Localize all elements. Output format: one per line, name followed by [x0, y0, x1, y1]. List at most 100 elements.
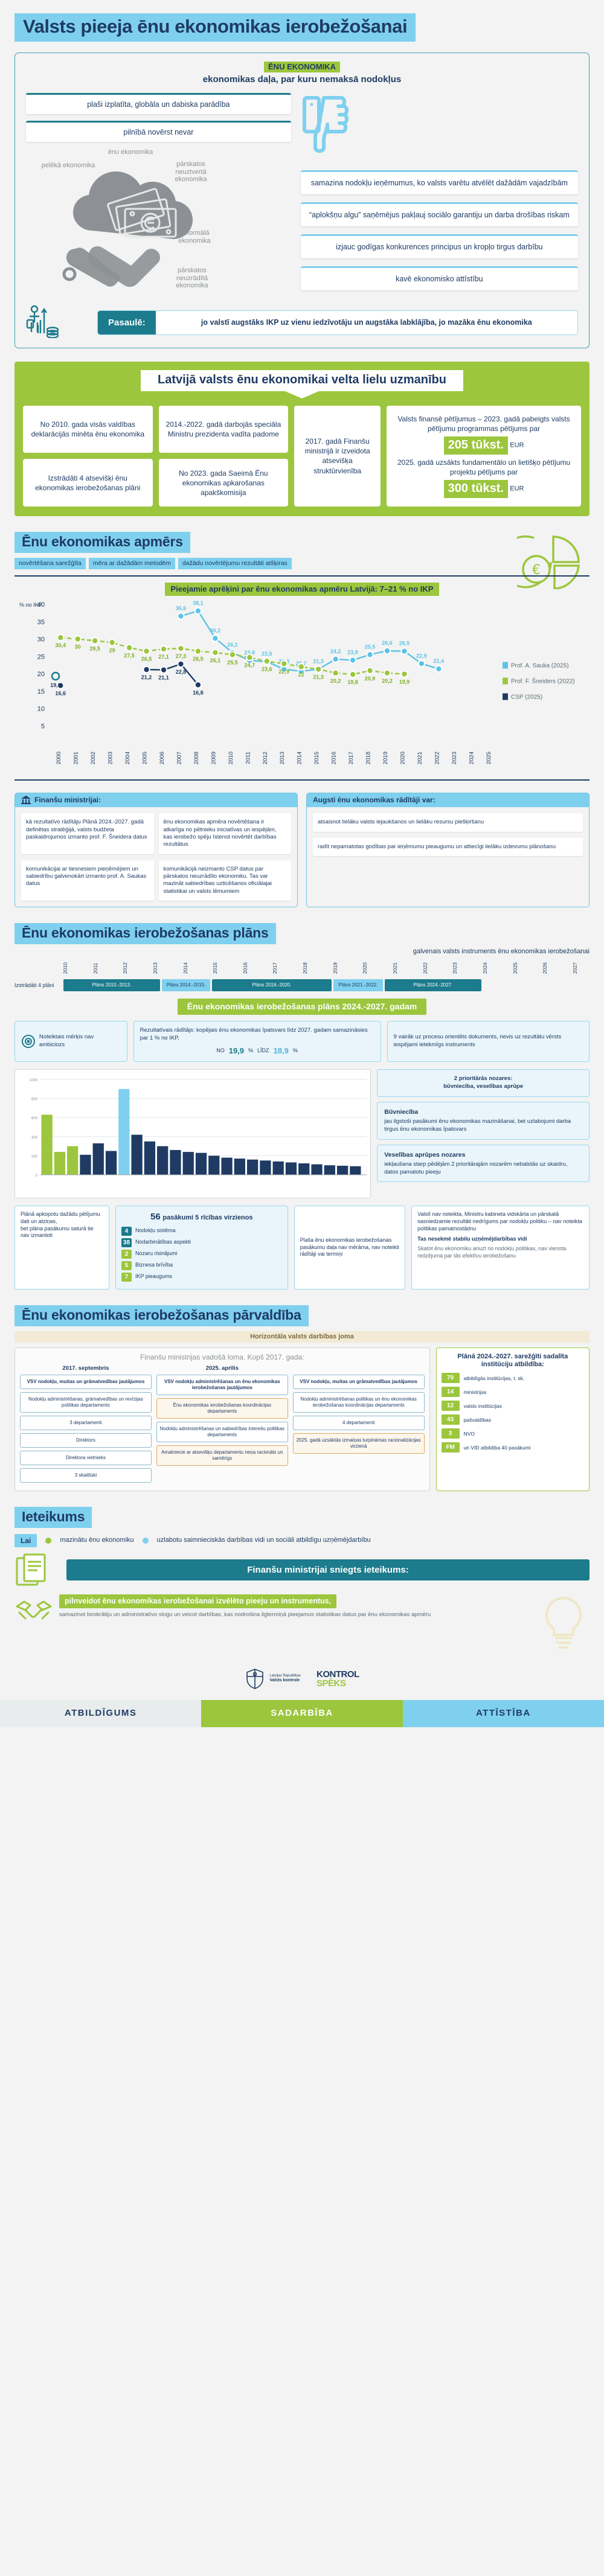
svg-text:2002: 2002 [90, 752, 97, 764]
timeline-year: 2014 [182, 962, 188, 974]
svg-text:2008: 2008 [193, 752, 200, 764]
svg-text:2022: 2022 [434, 752, 440, 764]
lightbulb-icon [545, 1596, 582, 1649]
svg-text:2014: 2014 [297, 752, 303, 764]
svg-text:0: 0 [36, 1174, 38, 1178]
footer-value: ATBILDĪGUMS [0, 1699, 202, 1727]
handshake-icon [16, 1600, 52, 1620]
recommendation-item: pilnveidot ēnu ekonomikas ierobežošanai … [14, 1594, 590, 1652]
shadow-economy-definition-panel: ĒNU EKONOMIKA ekonomikas daļa, par kuru … [14, 53, 590, 348]
svg-text:€: € [532, 563, 541, 578]
structure-date [293, 1365, 425, 1372]
direction-number: 4 [121, 1226, 132, 1236]
svg-text:21,1: 21,1 [158, 675, 169, 681]
funding-card: Valsts finansē pētījumus – 2023. gadā pa… [387, 405, 581, 507]
svg-text:21,4: 21,4 [434, 658, 445, 664]
timeline-year: 2012 [122, 962, 129, 974]
footer-values-bar: ATBILDĪGUMS SADARBĪBA ATTĪSTĪBA [0, 1699, 604, 1727]
plan-priority-cards: 2 prioritārās nozares: būvniecība, vesel… [377, 1069, 590, 1198]
svg-text:400: 400 [31, 1136, 38, 1140]
svg-text:26,5: 26,5 [193, 656, 204, 662]
direction-label: Nodarbinātības aspekti [135, 1239, 191, 1245]
responsibility-row: 43 pašvaldības [441, 1414, 584, 1425]
svg-text:22: 22 [298, 672, 304, 678]
svg-text:38,1: 38,1 [193, 600, 204, 606]
footer-logos: Latvijas Republikas Valsts kontrole KONT… [0, 1668, 604, 1696]
high-indicator-title: Augsti ēnu ekonomikas rādītāji var: [313, 796, 435, 805]
plan-data-note: Plānā apkopotu dažādu pētījumu dati un a… [14, 1206, 109, 1290]
plan-bar-chart: 0 200 400 600 800 1000 [14, 1069, 371, 1199]
timeline-segment: Plāns 2021.-2022. [333, 979, 383, 991]
svg-text:22,9: 22,9 [278, 669, 289, 675]
attention-column-1: No 2010. gada visās valdības deklarācijā… [23, 405, 153, 507]
indicator-from-label: NO [216, 1047, 225, 1054]
footer-value: SADARBĪBA [201, 1699, 403, 1727]
attention-card: No 2010. gada visās valdības deklarācijā… [23, 405, 153, 453]
ministry-note-head: Finanšu ministrijai: [15, 793, 297, 808]
svg-text:2024: 2024 [468, 752, 475, 764]
priority-card-title: Būvniecība [384, 1108, 419, 1116]
plan-bar-chart-svg: 0 200 400 600 800 1000 [30, 1079, 367, 1178]
svg-text:21,3: 21,3 [313, 659, 324, 665]
timeline-year: 2013 [152, 962, 158, 974]
svg-text:25,5: 25,5 [365, 644, 376, 650]
svg-text:2015: 2015 [313, 752, 320, 764]
timeline-year-labels: 2010 2011 2012 2013 2014 2015 2016 2017 2018 2019… [14, 960, 590, 978]
timeline-year: 2026 [542, 962, 548, 974]
direction-item: 7 IKP pieaugums [121, 1272, 282, 1282]
cloud-money-hand-icon [62, 171, 193, 287]
world-statement-row: Pasaulē: jo valstī augstāks IKP uz vienu… [26, 304, 578, 338]
svg-text:19,8: 19,8 [347, 679, 358, 685]
recommendation-title: pilnveidot ēnu ekonomikas ierobežošanai … [59, 1594, 337, 1608]
svg-text:22,9: 22,9 [416, 653, 427, 659]
section4-title: Ēnu ekonomikas ierobežošanas plāns [14, 923, 276, 944]
direction-number: 5 [121, 1261, 132, 1270]
svg-text:2013: 2013 [279, 752, 286, 764]
direction-label: Nozaru risinājumi [135, 1250, 178, 1257]
svg-text:19,3: 19,3 [50, 682, 61, 688]
shadow-economy-cloud-illustration: ēnu ekonomika pelēkā ekonomika pārskatos… [26, 149, 291, 293]
bullet-dot-icon [142, 1537, 149, 1544]
structure-column-current: VSV nodokļu, muitas un grāmatvedības jau… [292, 1365, 425, 1486]
logo2-line-2: SPĒKS [316, 1678, 346, 1689]
structure-box: 3 skaitliski [20, 1468, 152, 1483]
shadow-economy-size-section: Ēnu ekonomikas apmērs € novērtēšana sare… [14, 532, 590, 907]
svg-text:% no IKP: % no IKP [19, 602, 42, 608]
responsibility-badge: 70 [441, 1373, 460, 1384]
infographic-page: Valsts pieeja ēnu ekonomikas ierobežošan… [0, 13, 604, 1727]
funding-line-1: Valsts finansē pētījumus – 2023. gadā pa… [397, 414, 570, 433]
svg-text:27,3: 27,3 [176, 653, 187, 659]
section5-title: Ēnu ekonomikas ierobežošanas pārvaldība [14, 1305, 309, 1326]
priority-card: Būvniecība jau ilgstoši pasākumi ēnu eko… [377, 1101, 590, 1140]
svg-text:2007: 2007 [176, 752, 182, 764]
timeline-year: 2015 [212, 962, 219, 974]
definition-right-column: samazina nodokļu ieņēmumus, ko valsts va… [291, 93, 578, 298]
timeline-year: 2010 [62, 962, 68, 974]
timeline-year: 2024 [481, 962, 488, 974]
indicator-to: 18,9 [273, 1046, 289, 1055]
cloud-label: pelēkā ekonomika [41, 162, 95, 169]
coat-of-arms-icon [246, 1668, 264, 1689]
indicator-unit-2: % [292, 1047, 298, 1054]
plan-goal-text: Noteiktais mērķis nav ambiciozs [39, 1034, 94, 1049]
svg-text:800: 800 [31, 1098, 38, 1102]
logo2-line-1: KONTROL [316, 1669, 359, 1680]
impact-card: izjauc godīgas konkurences principus un … [300, 234, 578, 258]
svg-text:26,1: 26,1 [227, 642, 238, 648]
direction-number: 2 [121, 1249, 132, 1259]
recommendation-fm-row: Finanšu ministrijai sniegts ieteikums: [14, 1553, 590, 1587]
svg-text:2003: 2003 [108, 752, 114, 764]
indicator-to-label: LĪDZ [257, 1047, 269, 1054]
timeline-year: 2022 [422, 962, 428, 974]
svg-text:23,8: 23,8 [245, 650, 255, 656]
timeline-year: 2025 [512, 962, 518, 974]
high-indicator-row-2: radīt nepamatotas godības par ieņēmumu p… [307, 832, 589, 856]
svg-text:26,5: 26,5 [399, 641, 410, 647]
funding-unit-1: EUR [510, 441, 524, 449]
bank-icon [21, 796, 31, 805]
responsibility-label: valsts institūcijas [463, 1402, 502, 1409]
direction-label: Nodokļu sistēma [135, 1227, 176, 1234]
state-audit-logo: Latvijas Republikas Valsts kontrole [245, 1668, 301, 1690]
funding-amount-2: 300 tūkst. [443, 480, 508, 499]
